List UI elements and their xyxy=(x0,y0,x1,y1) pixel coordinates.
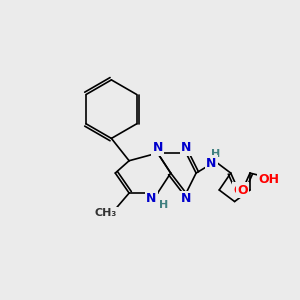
Text: N: N xyxy=(181,141,191,154)
Text: OH: OH xyxy=(259,173,280,186)
Text: H: H xyxy=(159,200,168,210)
Text: CH₃: CH₃ xyxy=(95,208,117,218)
Text: O: O xyxy=(233,184,244,196)
Text: N: N xyxy=(146,192,157,205)
Text: N: N xyxy=(152,141,163,154)
Text: O: O xyxy=(237,184,247,196)
Text: H: H xyxy=(211,149,220,159)
Text: N: N xyxy=(206,157,217,169)
Text: N: N xyxy=(181,192,191,205)
